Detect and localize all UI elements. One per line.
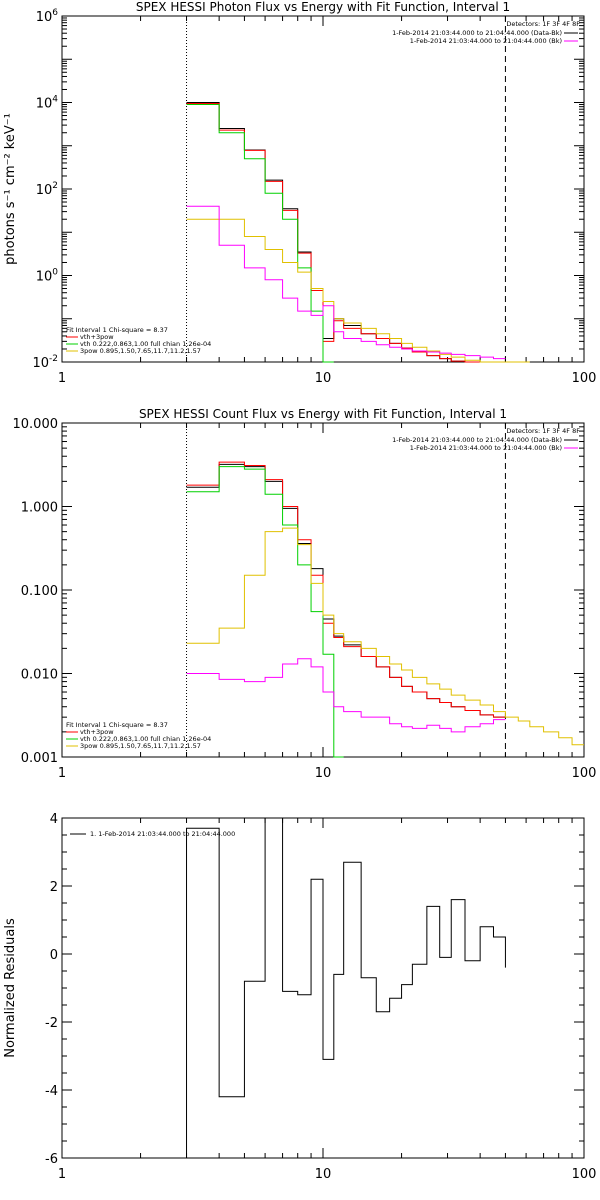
- y-tick-label: 100: [36, 268, 59, 285]
- y-tick-label: 0.001: [21, 751, 58, 766]
- y-tick-label: 0.100: [21, 584, 58, 599]
- x-tick-label: 100: [572, 766, 597, 781]
- legend-top-left: 1. 1-Feb-2014 21:03:44.000 to 21:04:44.0…: [70, 830, 235, 838]
- residuals-panel: 1 10 100 -6 -4 -2 0 2 4 Normalized Residuals 1. 1-…: [3, 812, 596, 1182]
- y-tick-base: 10: [36, 97, 53, 112]
- legend-bottom-left: Fit Interval 1 Chi-square = 8.37vth+3pow…: [66, 326, 211, 355]
- y-tick-label: 1.000: [21, 501, 58, 516]
- series-step-line: [186, 103, 334, 363]
- y-tick-label: -2: [45, 1016, 58, 1031]
- legend-header: Detectors: 1F 3F 4F 8F: [506, 427, 580, 435]
- legend-entry: vth+3pow: [80, 333, 114, 341]
- x-tick-label: 10: [315, 766, 332, 781]
- y-tick-exponent: 6: [52, 8, 58, 18]
- series-step-line: [186, 205, 506, 360]
- chart-title: SPEX HESSI Photon Flux vs Energy with Fi…: [136, 0, 510, 14]
- legend-header: Detectors: 1F 3F 4F 8F: [506, 20, 580, 28]
- y-tick-base: 10: [32, 356, 49, 371]
- y-tick-exponent: 4: [52, 95, 58, 105]
- x-tick-label: 100: [572, 1167, 597, 1182]
- photon-flux-panel: SPEX HESSI Photon Flux vs Energy with Fi…: [3, 0, 596, 386]
- legend-header: Fit Interval 1 Chi-square = 8.37: [66, 326, 168, 334]
- series-step-line: [186, 527, 584, 746]
- y-tick-label: 0: [50, 948, 58, 963]
- x-tick-label: 1: [58, 371, 66, 386]
- legend-entry: vth 0.222,0.863,1.00 full chian 1.26e-04: [80, 340, 211, 348]
- legend-entry: 1. 1-Feb-2014 21:03:44.000 to 21:04:44.0…: [90, 830, 235, 838]
- y-tick-exponent: -2: [49, 354, 58, 364]
- legend-entry: 1-Feb-2014 21:03:44.000 to 21:04:44.000 …: [392, 436, 562, 444]
- y-axis-label: Normalized Residuals: [3, 918, 18, 1058]
- series-step-line: [186, 461, 506, 718]
- y-tick-label: 102: [36, 181, 58, 198]
- legend-entry: vth 0.222,0.863,1.00 full chian 1.26e-04: [80, 735, 211, 743]
- legend-entry: 3pow 0.895,1.50,7.65,11.7,11.2,1.57: [80, 347, 201, 355]
- series-step-line: [186, 102, 506, 363]
- y-tick-label: -6: [45, 1152, 58, 1167]
- legend-entry: 1-Feb-2014 21:03:44.000 to 21:04:44.000 …: [410, 37, 562, 45]
- y-tick-label: 104: [36, 95, 59, 112]
- y-tick-base: 10: [36, 270, 53, 285]
- series-step-line: [186, 658, 506, 733]
- chart-title: SPEX HESSI Count Flux vs Energy with Fit…: [139, 407, 507, 421]
- legend-entry: vth+3pow: [80, 728, 114, 736]
- legend-header: Fit Interval 1 Chi-square = 8.37: [66, 721, 168, 729]
- series-step-line: [186, 817, 506, 1158]
- y-tick-label: 10-2: [32, 354, 58, 371]
- y-tick-label: 0.010: [21, 668, 58, 683]
- legend-entry: 1-Feb-2014 21:03:44.000 to 21:04:44.000 …: [392, 29, 562, 37]
- x-tick-label: 100: [572, 371, 597, 386]
- count-flux-panel: SPEX HESSI Count Flux vs Energy with Fit…: [13, 407, 597, 781]
- legend-entry: 3pow 0.895,1.50,7.65,11.7,11.2,1.57: [80, 742, 201, 750]
- series-step-line: [186, 218, 530, 363]
- legend-top-right: Detectors: 1F 3F 4F 8F1-Feb-2014 21:03:4…: [392, 20, 580, 45]
- y-tick-exponent: 0: [52, 268, 58, 278]
- y-tick-base: 10: [36, 10, 53, 25]
- x-tick-label: 10: [315, 1167, 332, 1182]
- y-tick-base: 10: [36, 183, 53, 198]
- series-step-line: [186, 466, 344, 758]
- y-tick-exponent: 2: [52, 181, 58, 191]
- x-tick-label: 10: [315, 371, 332, 386]
- x-tick-label: 1: [58, 766, 66, 781]
- y-tick-label: -4: [45, 1084, 58, 1099]
- y-tick-label: 2: [50, 880, 58, 895]
- y-tick-label: 10.000: [13, 417, 59, 432]
- y-tick-label: 106: [36, 8, 59, 25]
- legend-top-right: Detectors: 1F 3F 4F 8F1-Feb-2014 21:03:4…: [392, 427, 580, 452]
- y-tick-label: 4: [50, 812, 58, 827]
- legend-bottom-left: Fit Interval 1 Chi-square = 8.37vth+3pow…: [66, 721, 211, 750]
- y-axis-label: photons s⁻¹ cm⁻² keV⁻¹: [3, 113, 18, 265]
- x-tick-label: 1: [58, 1167, 66, 1182]
- legend-entry: 1-Feb-2014 21:03:44.000 to 21:04:44.000 …: [410, 444, 562, 452]
